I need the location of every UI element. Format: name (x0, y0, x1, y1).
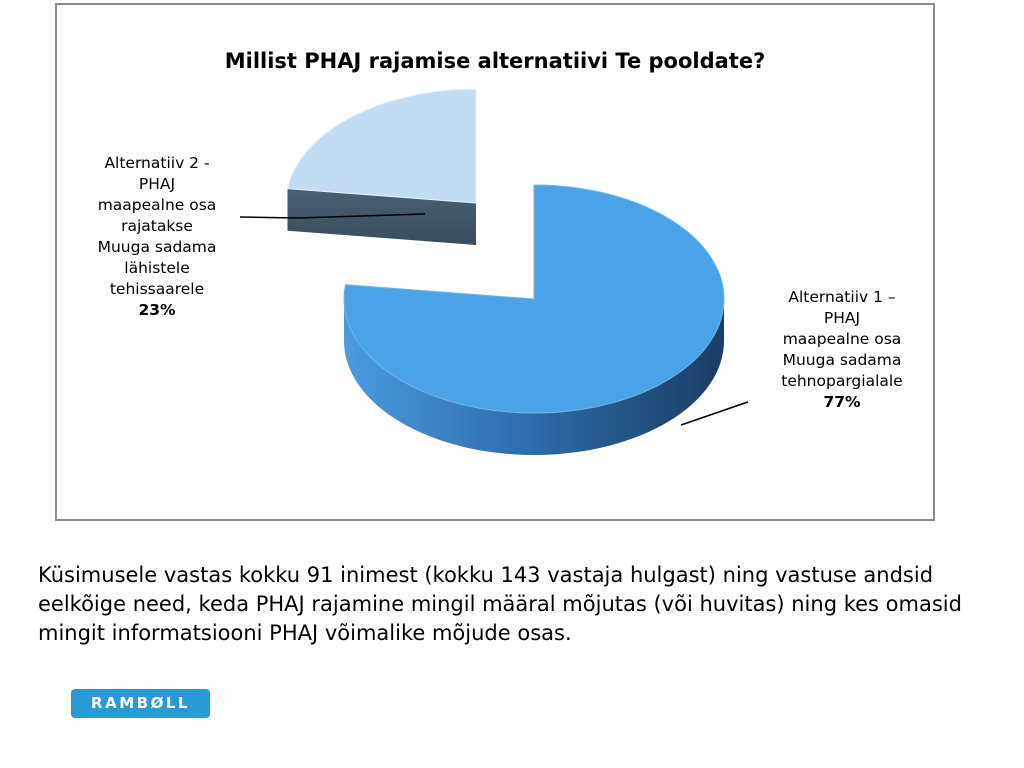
slice-label-alternative-2-text: Alternatiiv 2 - PHAJ maapealne osa rajat… (97, 154, 217, 298)
ramboll-logo: RAMBØLL (71, 689, 210, 718)
slice-value-alternative-2: 23% (138, 301, 176, 319)
chart-title: Millist PHAJ rajamise alternatiivi Te po… (224, 49, 766, 73)
slice-label-alternative-2: Alternatiiv 2 - PHAJ maapealne osa rajat… (77, 153, 237, 321)
leader-line-alternative-1 (680, 401, 749, 426)
chart-frame: Millist PHAJ rajamise alternatiivi Te po… (55, 3, 935, 521)
slice-alternative-2 (286, 88, 477, 204)
slice-value-alternative-1: 77% (823, 393, 861, 411)
pie-chart (239, 88, 749, 455)
slice-label-alternative-1-text: Alternatiiv 1 – PHAJ maapealne osa Muuga… (781, 288, 903, 390)
survey-caption: Küsimusele vastas kokku 91 inimest (kokk… (38, 563, 962, 645)
slice-side-alternative-2 (287, 188, 476, 245)
slice-alternative-1 (343, 184, 725, 414)
slice-label-alternative-1: Alternatiiv 1 – PHAJ maapealne osa Muuga… (747, 287, 937, 413)
leader-line-alternative-2 (239, 213, 426, 219)
slice-side-alternative-1 (344, 299, 724, 455)
